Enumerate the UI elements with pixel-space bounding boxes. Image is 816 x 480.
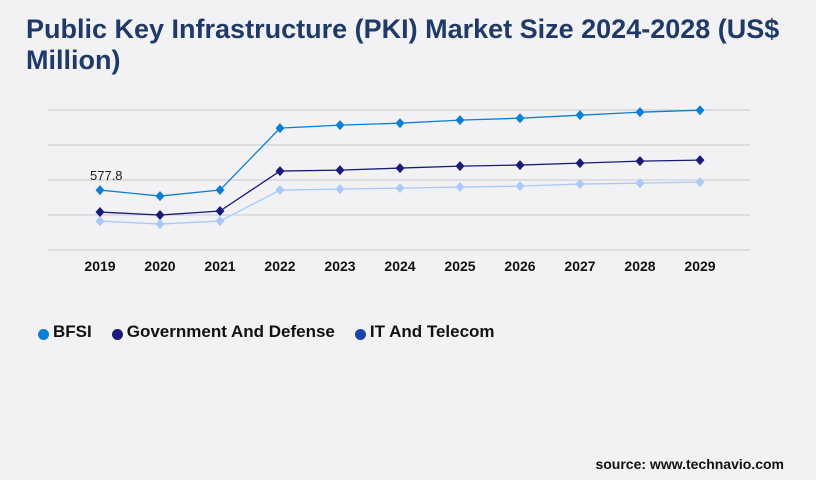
x-tick-label: 2027 [564,258,595,274]
data-point [515,160,525,171]
legend-marker-icon [354,328,366,340]
legend-item: Government And Defense [111,322,335,342]
chart-title: Public Key Infrastructure (PKI) Market S… [26,14,780,75]
data-point [335,184,345,195]
x-tick-label: 2026 [504,258,535,274]
x-tick-label: 2028 [624,258,655,274]
data-point [155,210,165,221]
data-point [275,185,285,196]
data-point [455,115,465,126]
data-point [695,105,705,116]
data-point [335,120,345,131]
source-text: source: www.technavio.com [595,456,784,472]
data-point [455,182,465,193]
data-point [695,177,705,188]
data-point [515,113,525,124]
legend-item: BFSI [38,322,92,342]
data-point [155,219,165,230]
data-point [395,163,405,174]
data-point [95,185,105,196]
data-point [695,155,705,166]
data-point [515,181,525,192]
legend: BFSI Government And Defense IT And Telecom [38,322,495,342]
x-tick-label: 2024 [384,258,415,274]
x-tick-label: 2029 [684,258,715,274]
legend-label: BFSI [53,322,92,341]
x-tick-label: 2020 [144,258,175,274]
x-tick-label: 2021 [204,258,235,274]
x-tick-label: 2025 [444,258,475,274]
x-tick-label: 2022 [264,258,295,274]
x-tick-label: 2019 [84,258,115,274]
data-label: 577.8 [90,168,123,183]
legend-marker-icon [111,328,123,340]
data-point [455,161,465,172]
data-point [395,118,405,129]
data-point [635,107,645,118]
data-point [395,183,405,194]
data-point [575,158,585,169]
line-chart: 2019 2020 2021 2022 2023 2024 2025 2026 2027 2028… [48,105,750,274]
data-point [215,216,225,227]
data-point [215,185,225,196]
data-point [635,178,645,189]
data-point [275,166,285,177]
legend-item: IT And Telecom [354,322,495,342]
data-point [635,156,645,167]
legend-marker-icon [38,328,49,340]
data-point [575,110,585,121]
data-point [575,179,585,190]
data-point [155,191,165,202]
legend-label: IT And Telecom [369,322,495,341]
x-tick-label: 2023 [324,258,355,274]
data-point [275,123,285,134]
data-point [215,206,225,217]
legend-label: Government And Defense [126,322,335,341]
data-point [95,216,105,227]
data-point [335,165,345,176]
data-point [95,207,105,218]
